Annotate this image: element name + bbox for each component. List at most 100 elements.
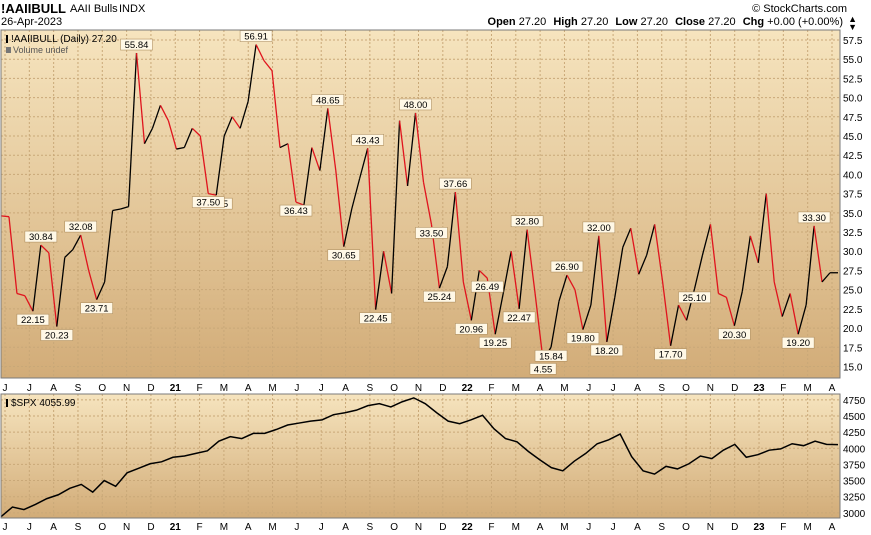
annotation-box (239, 30, 273, 42)
annotation-label: 19.80 (571, 334, 595, 345)
y-tick-label: 27.5 (843, 266, 863, 277)
annotation-label: 19.25 (483, 338, 507, 349)
annotation-box (529, 363, 557, 375)
x-tick-label: A (50, 383, 57, 394)
annotation-label: 30.65 (332, 251, 356, 262)
series-segment (271, 70, 281, 148)
legend-title: !AAIIBULL (Daily) 27.20 (11, 34, 117, 45)
y-tick-label: 50.0 (843, 94, 863, 105)
bulls-panel: 15.0 17.5 20.0 22.5 25.0 27.5 30.0 32.5 35.0 37.5… (0, 29, 863, 394)
series-segment (765, 193, 775, 283)
x-tick-label: N (415, 383, 422, 394)
annotation-box (311, 94, 345, 106)
series-segment (120, 206, 129, 210)
x-tick-label: N (707, 522, 714, 533)
series-segment (598, 235, 608, 342)
panel-frame (0, 393, 841, 519)
x-tick-label: F (197, 522, 203, 533)
annotation-box (80, 302, 113, 314)
x-tick-label: M (268, 522, 276, 533)
series-segment (183, 128, 193, 148)
series-segment (550, 301, 560, 348)
x-tick-label: A (342, 383, 349, 394)
series-segment (215, 135, 225, 196)
high-value: 27.20 (580, 16, 609, 28)
series-segment (789, 293, 799, 335)
annotation-label: 20.96 (459, 324, 483, 335)
x-tick-label: A (342, 522, 349, 533)
series-segment (40, 244, 50, 254)
annotation-box (415, 227, 448, 239)
series-segment (502, 251, 512, 294)
series-segment (56, 257, 66, 327)
x-tick-label: J (27, 383, 32, 394)
x-tick-label: N (123, 383, 130, 394)
chevron-down-icon[interactable]: ▼ (848, 22, 857, 32)
x-tick-label: J (586, 383, 591, 394)
series-segment (630, 228, 640, 275)
series-segment (247, 44, 257, 102)
y-tick-label: 22.5 (843, 305, 863, 316)
annotation-box (550, 260, 584, 273)
series-segment (208, 192, 217, 196)
copyright[interactable]: © StockCharts.com (752, 3, 847, 15)
series-segment (566, 274, 576, 290)
annotation-label: 26.90 (555, 262, 579, 273)
x-tick-label: D (731, 522, 738, 533)
x-tick-label: J (319, 522, 324, 533)
annotation-label: 56.91 (244, 32, 268, 43)
series-segment (693, 254, 704, 290)
annotation-box (120, 38, 153, 51)
x-tick-label: J (586, 522, 591, 533)
series-segment (805, 225, 815, 306)
y-tick-label: 55.0 (843, 55, 863, 66)
series-segment (382, 251, 393, 294)
x-tick-label: M (268, 383, 276, 394)
x-tick-label: S (367, 383, 374, 394)
series-segment (701, 224, 712, 256)
series-segment (112, 208, 121, 212)
annotation-box (797, 211, 831, 224)
annotation-box (351, 134, 384, 146)
annotation-box (590, 344, 624, 357)
x-tick-label: J (3, 522, 8, 533)
x-tick-label: 21 (170, 522, 182, 533)
x-tick-label: M (220, 522, 228, 533)
series-segment (622, 227, 632, 248)
y-tick-label: 30.0 (843, 247, 863, 258)
series-segment (677, 304, 688, 321)
x-tick-label: D (147, 522, 154, 533)
series-segment (718, 292, 727, 298)
x-tick-label: J (294, 522, 299, 533)
series-segment (127, 53, 138, 207)
series-segment (88, 270, 98, 300)
symbol: !AAIIBULL (1, 1, 66, 16)
annotation-label: 19.20 (786, 338, 810, 349)
series-segment (510, 251, 520, 309)
annotation-box (191, 196, 225, 208)
annotation-label: 33.50 (420, 228, 444, 239)
x-tick-label: S (658, 522, 665, 533)
series-segment (574, 289, 584, 330)
series-segment (406, 112, 417, 187)
x-tick-label: M (512, 522, 520, 533)
series-segment (311, 147, 321, 171)
x-tick-label: A (829, 522, 836, 533)
annotation-box (781, 336, 815, 349)
annotation-label: 33.30 (802, 213, 826, 224)
x-tick-label: D (439, 522, 446, 533)
annotation-label: 4.55 (534, 364, 553, 375)
x-tick-label: M (804, 383, 812, 394)
x-tick-label: J (611, 383, 616, 394)
x-tick-label: N (123, 522, 130, 533)
annotation-label: 20.23 (45, 331, 69, 342)
y-tick-label: 25.0 (843, 286, 863, 297)
series-segment (454, 192, 464, 283)
annotation-label: 43.43 (356, 135, 380, 146)
y-tick-label: 4750 (843, 396, 866, 407)
series-segment (470, 270, 480, 321)
x-tick-label: O (682, 383, 690, 394)
chevron-up-icon[interactable]: ▲ (848, 14, 857, 24)
annotation-label: 37.50 (196, 198, 220, 209)
x-tick-label: 23 (753, 383, 765, 394)
